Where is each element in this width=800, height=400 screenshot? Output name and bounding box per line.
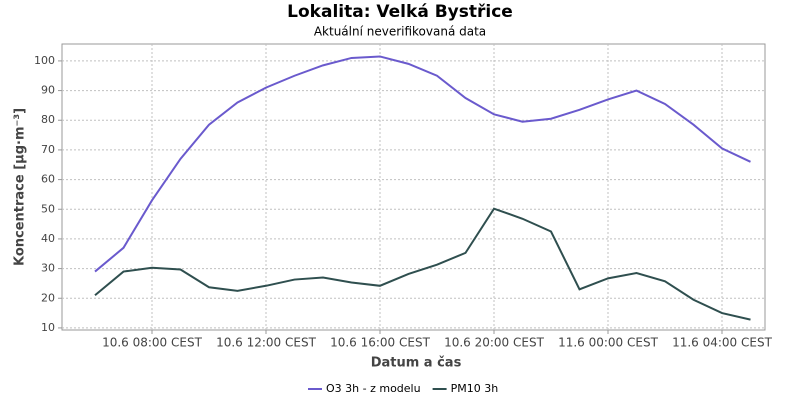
y-tick-label: 90 [41, 84, 55, 97]
line-series [94, 55, 751, 273]
x-axis-label: Datum a čas [371, 356, 462, 371]
x-tick-label: 10.6 20:00 CEST [444, 336, 545, 350]
y-tick-label: 20 [41, 291, 55, 304]
x-tick-label: 10.6 16:00 CEST [330, 336, 431, 350]
y-tick-label: 50 [41, 202, 55, 215]
y-axis-label: Koncentrace [µg·m⁻³] [13, 108, 28, 266]
y-tick-label: 70 [41, 143, 55, 156]
chart-title: Lokalita: Velká Bystřice [287, 2, 513, 22]
y-tick-label: 80 [41, 113, 55, 126]
legend-label: O3 3h - z modelu [326, 382, 421, 395]
x-tick-label: 11.6 00:00 CEST [558, 336, 659, 350]
y-tick-label: 60 [41, 173, 55, 186]
y-tick-label: 100 [34, 54, 55, 67]
x-tick-label: 10.6 12:00 CEST [216, 336, 317, 350]
chart-subtitle: Aktuální neverifikovaná data [314, 25, 486, 39]
x-tick-label: 11.6 04:00 CEST [672, 336, 773, 350]
legend: O3 3h - z modelu PM10 3h [308, 382, 498, 395]
y-tick-label: 30 [41, 262, 55, 275]
x-tick-label: 10.6 08:00 CEST [102, 336, 203, 350]
y-tick-label: 10 [41, 321, 55, 334]
y-tick-label: 40 [41, 232, 55, 245]
plot-area [61, 43, 766, 331]
line-series [94, 207, 751, 321]
legend-label: PM10 3h [451, 382, 499, 395]
